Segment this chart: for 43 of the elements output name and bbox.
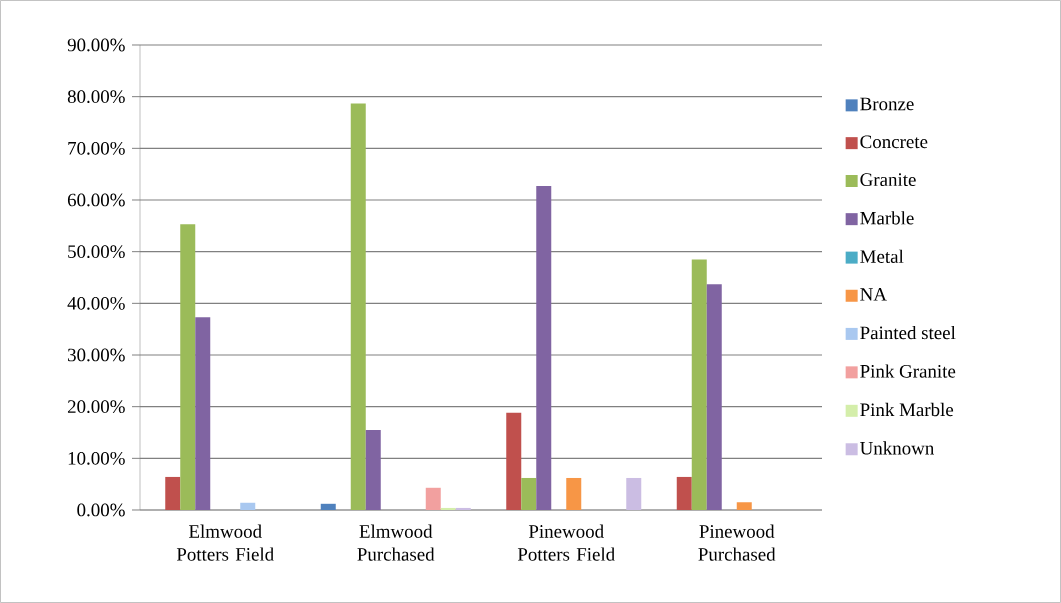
x-tick-label: Pinewood Purchased (698, 524, 776, 561)
y-tick-label: 70.00% (68, 141, 125, 155)
y-tick-label: 30.00% (68, 348, 125, 362)
x-tick-label: Elmwood Potters Field (176, 524, 274, 561)
bar (180, 224, 196, 510)
x-tick-label: Pinewood Potters Field (517, 524, 615, 561)
y-tick-label: 90.00% (67, 38, 125, 52)
bar (365, 429, 381, 510)
bar (350, 103, 366, 510)
y-tick-label: 20.00% (67, 400, 125, 414)
legend-label: Metal (860, 249, 904, 263)
bar (691, 259, 707, 510)
legend-label: Marble (860, 211, 914, 225)
bar (195, 317, 211, 510)
y-tick-label: 10.00% (68, 451, 125, 465)
y-tick-label: 40.00% (67, 296, 125, 310)
bar (676, 476, 692, 510)
legend-label: NA (860, 288, 887, 301)
bar (320, 503, 336, 510)
legend-label: Pink Granite (860, 364, 956, 378)
bar (626, 477, 642, 510)
x-tick-label: Elmwood Purchased (357, 524, 435, 561)
bar (736, 502, 752, 510)
bar (425, 487, 441, 510)
legend-label: Unknown (860, 441, 935, 455)
bar (506, 412, 522, 510)
bar (440, 507, 456, 510)
bar (165, 476, 181, 510)
legend-label: Painted steel (860, 325, 956, 340)
y-tick-label: 0.00% (77, 503, 125, 517)
bar (706, 284, 722, 510)
y-tick-label: 60.00% (67, 193, 125, 207)
legend-label: Bronze (860, 97, 914, 111)
legend-label: Concrete (860, 135, 928, 149)
bar (566, 477, 582, 510)
y-tick-label: 80.00% (67, 90, 125, 104)
y-tick-label: 50.00% (68, 245, 125, 259)
bar (536, 186, 552, 510)
legend-label: Granite (860, 173, 916, 187)
legend-label: Pink Marble (860, 402, 954, 417)
bar (521, 477, 537, 510)
bar (240, 502, 256, 510)
bar (455, 507, 471, 510)
